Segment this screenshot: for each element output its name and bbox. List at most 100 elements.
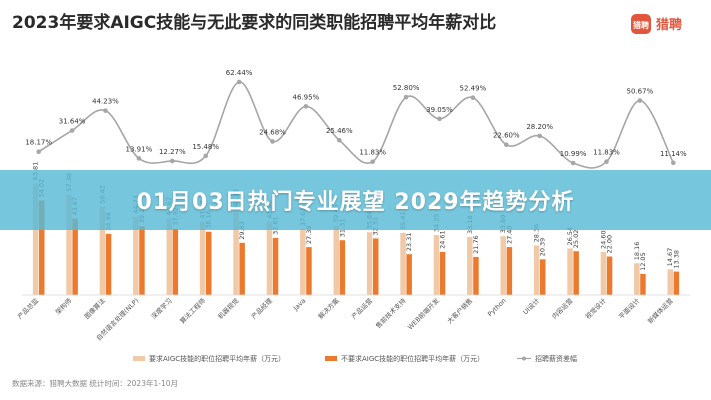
bar-non-aigc: [172, 228, 179, 295]
bar-aigc: [433, 235, 440, 295]
x-tick-label: 图像算法: [82, 296, 107, 321]
bar-aigc: [266, 221, 273, 295]
chart-title: 2023年要求AIGC技能与无此要求的同类职能招聘平均年薪对比: [12, 12, 496, 33]
bar-aigc: [366, 232, 373, 295]
legend-swatch-diff-dot: [522, 356, 526, 361]
bar-value-label-aigc: 24.60: [599, 230, 607, 249]
salary-diff-point: [303, 104, 309, 109]
bar-non-aigc: [105, 233, 112, 295]
bar-non-aigc: [506, 247, 513, 295]
bar-aigc: [300, 229, 306, 295]
bar-non-aigc: [540, 259, 546, 295]
bar-non-aigc: [439, 251, 446, 295]
x-tick-label: WEB前端开发: [406, 296, 442, 332]
bar-aigc: [66, 194, 72, 295]
x-tick-label: 产品总监: [15, 296, 40, 321]
salary-diff-label: 22.60%: [493, 132, 520, 140]
salary-diff-point: [403, 94, 409, 100]
bar-non-aigc: [473, 256, 479, 295]
salary-diff-point: [437, 116, 442, 122]
x-tick-label: UI设计: [521, 296, 542, 317]
x-tick-label: 深度学习: [149, 296, 174, 321]
legend-swatch-aigc: [133, 356, 145, 361]
salary-diff-label: 11.14%: [660, 150, 687, 158]
salary-diff-label: 25.46%: [326, 127, 353, 135]
bar-value-label-non-aigc: 23.31: [405, 233, 413, 252]
x-tick-label: 平面设计: [617, 296, 642, 321]
bar-aigc: [166, 218, 172, 295]
salary-diff-label: 52.49%: [460, 85, 487, 93]
brand-name: 猎聘: [656, 17, 682, 33]
salary-diff-label: 52.80%: [393, 84, 420, 92]
bar-value-label-non-aigc: 27.38: [305, 225, 313, 244]
bar-value-label-non-aigc: 20.39: [539, 238, 547, 257]
bar-value-label-non-aigc: 27.40: [505, 225, 513, 244]
bar-non-aigc: [406, 254, 412, 295]
x-tick-label: 新媒体运营: [645, 296, 675, 326]
bar-value-label-aigc: 18.16: [633, 242, 641, 261]
salary-diff-label: 10.99%: [560, 150, 587, 158]
salary-diff-point: [637, 98, 643, 103]
bar-aigc: [400, 233, 406, 295]
legend-label-non-aigc: 不要求AIGC技能的职位招聘平均年薪（万元）: [341, 354, 484, 363]
bar-aigc: [99, 206, 106, 295]
salary-diff-label: 44.23%: [92, 98, 119, 106]
bar-value-label-non-aigc: 13.38: [672, 250, 680, 269]
salary-diff-label: 28.20%: [526, 123, 553, 131]
headline-banner: 01月03日热门专业展望 2029年趋势分析: [0, 170, 711, 230]
salary-diff-label: 62.44%: [226, 69, 253, 77]
bar-non-aigc: [206, 231, 212, 295]
bar-value-label-aigc: 14.67: [666, 248, 674, 267]
salary-diff-label: 46.95%: [293, 93, 320, 101]
source-note: 数据来源：猎聘大数据 统计时间：2023年1-10月: [12, 378, 178, 388]
bar-value-label-non-aigc: 25.02: [572, 230, 580, 249]
legend-swatch-non-aigc: [325, 356, 337, 361]
bar-non-aigc: [72, 218, 78, 295]
salary-diff-point: [604, 159, 609, 164]
x-tick-label: 产品运营: [349, 296, 374, 321]
x-tick-label: 解决方案: [316, 296, 341, 321]
bar-non-aigc: [373, 238, 379, 295]
legend-label-diff: 招聘薪资差幅: [535, 354, 577, 363]
legend-label-aigc: 要求AIGC技能的职位招聘平均年薪（万元）: [149, 354, 285, 363]
salary-diff-label: 13.91%: [126, 145, 153, 153]
bar-value-label-aigc: 26.54: [566, 227, 574, 246]
salary-diff-point: [370, 159, 376, 164]
bar-aigc: [667, 269, 673, 295]
bar-non-aigc: [306, 247, 312, 295]
salary-diff-point: [69, 128, 75, 133]
salary-diff-label: 24.68%: [259, 128, 286, 136]
salary-diff-label: 50.67%: [627, 88, 654, 96]
bar-aigc: [333, 225, 339, 295]
salary-diff-point: [170, 158, 175, 164]
bar-layer: [32, 183, 680, 295]
salary-diff-label: 11.83%: [593, 149, 620, 157]
bar-non-aigc: [139, 226, 145, 295]
salary-diff-point: [537, 133, 542, 139]
salary-diff-point: [203, 153, 208, 159]
bar-aigc: [199, 221, 206, 295]
bar-aigc: [233, 210, 239, 295]
x-tick-label: 算法工程师: [178, 296, 208, 326]
salary-diff-label: 11.83%: [359, 149, 386, 157]
salary-diff-label: 39.05%: [426, 106, 453, 114]
x-tick-label: 内容运营: [550, 296, 575, 321]
x-tick-label: 视觉设计: [583, 296, 608, 321]
bar-aigc: [567, 248, 573, 295]
x-tick-label: 售前技术支持: [374, 296, 408, 330]
x-tick-label: 架构师: [53, 296, 74, 317]
salary-diff-point: [36, 149, 41, 154]
headline-text: 01月03日热门专业展望 2029年趋势分析: [136, 190, 575, 215]
line-layer: [36, 79, 676, 169]
salary-diff-label: 31.64%: [59, 117, 86, 125]
brand-logo-text: 猎聘: [632, 20, 649, 30]
x-tick-label: 机器视觉: [216, 296, 241, 321]
salary-diff-point: [236, 79, 242, 85]
bar-value-label-non-aigc: 21.76: [472, 235, 480, 254]
salary-diff-point: [337, 137, 342, 143]
bar-aigc: [634, 263, 640, 295]
legend: 要求AIGC技能的职位招聘平均年薪（万元） 不要求AIGC技能的职位招聘平均年薪…: [133, 354, 577, 363]
bar-non-aigc: [673, 271, 680, 295]
salary-diff-point: [270, 139, 275, 144]
salary-diff-label: 12.27%: [159, 148, 186, 156]
